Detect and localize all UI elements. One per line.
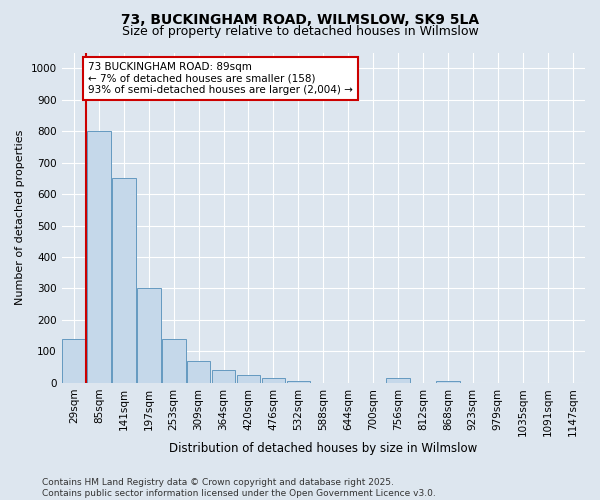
Bar [137, 288, 161, 383]
Bar [112, 178, 136, 383]
Bar [262, 378, 285, 383]
Text: 73, BUCKINGHAM ROAD, WILMSLOW, SK9 5LA: 73, BUCKINGHAM ROAD, WILMSLOW, SK9 5LA [121, 12, 479, 26]
Bar [87, 131, 111, 383]
Bar [162, 339, 185, 383]
Bar [236, 375, 260, 383]
X-axis label: Distribution of detached houses by size in Wilmslow: Distribution of detached houses by size … [169, 442, 478, 455]
Bar [187, 361, 211, 383]
Bar [287, 382, 310, 383]
Bar [62, 339, 86, 383]
Bar [436, 382, 460, 383]
Y-axis label: Number of detached properties: Number of detached properties [15, 130, 25, 306]
Text: Contains HM Land Registry data © Crown copyright and database right 2025.
Contai: Contains HM Land Registry data © Crown c… [42, 478, 436, 498]
Bar [212, 370, 235, 383]
Text: Size of property relative to detached houses in Wilmslow: Size of property relative to detached ho… [122, 25, 478, 38]
Bar [386, 378, 410, 383]
Text: 73 BUCKINGHAM ROAD: 89sqm
← 7% of detached houses are smaller (158)
93% of semi-: 73 BUCKINGHAM ROAD: 89sqm ← 7% of detach… [88, 62, 353, 95]
